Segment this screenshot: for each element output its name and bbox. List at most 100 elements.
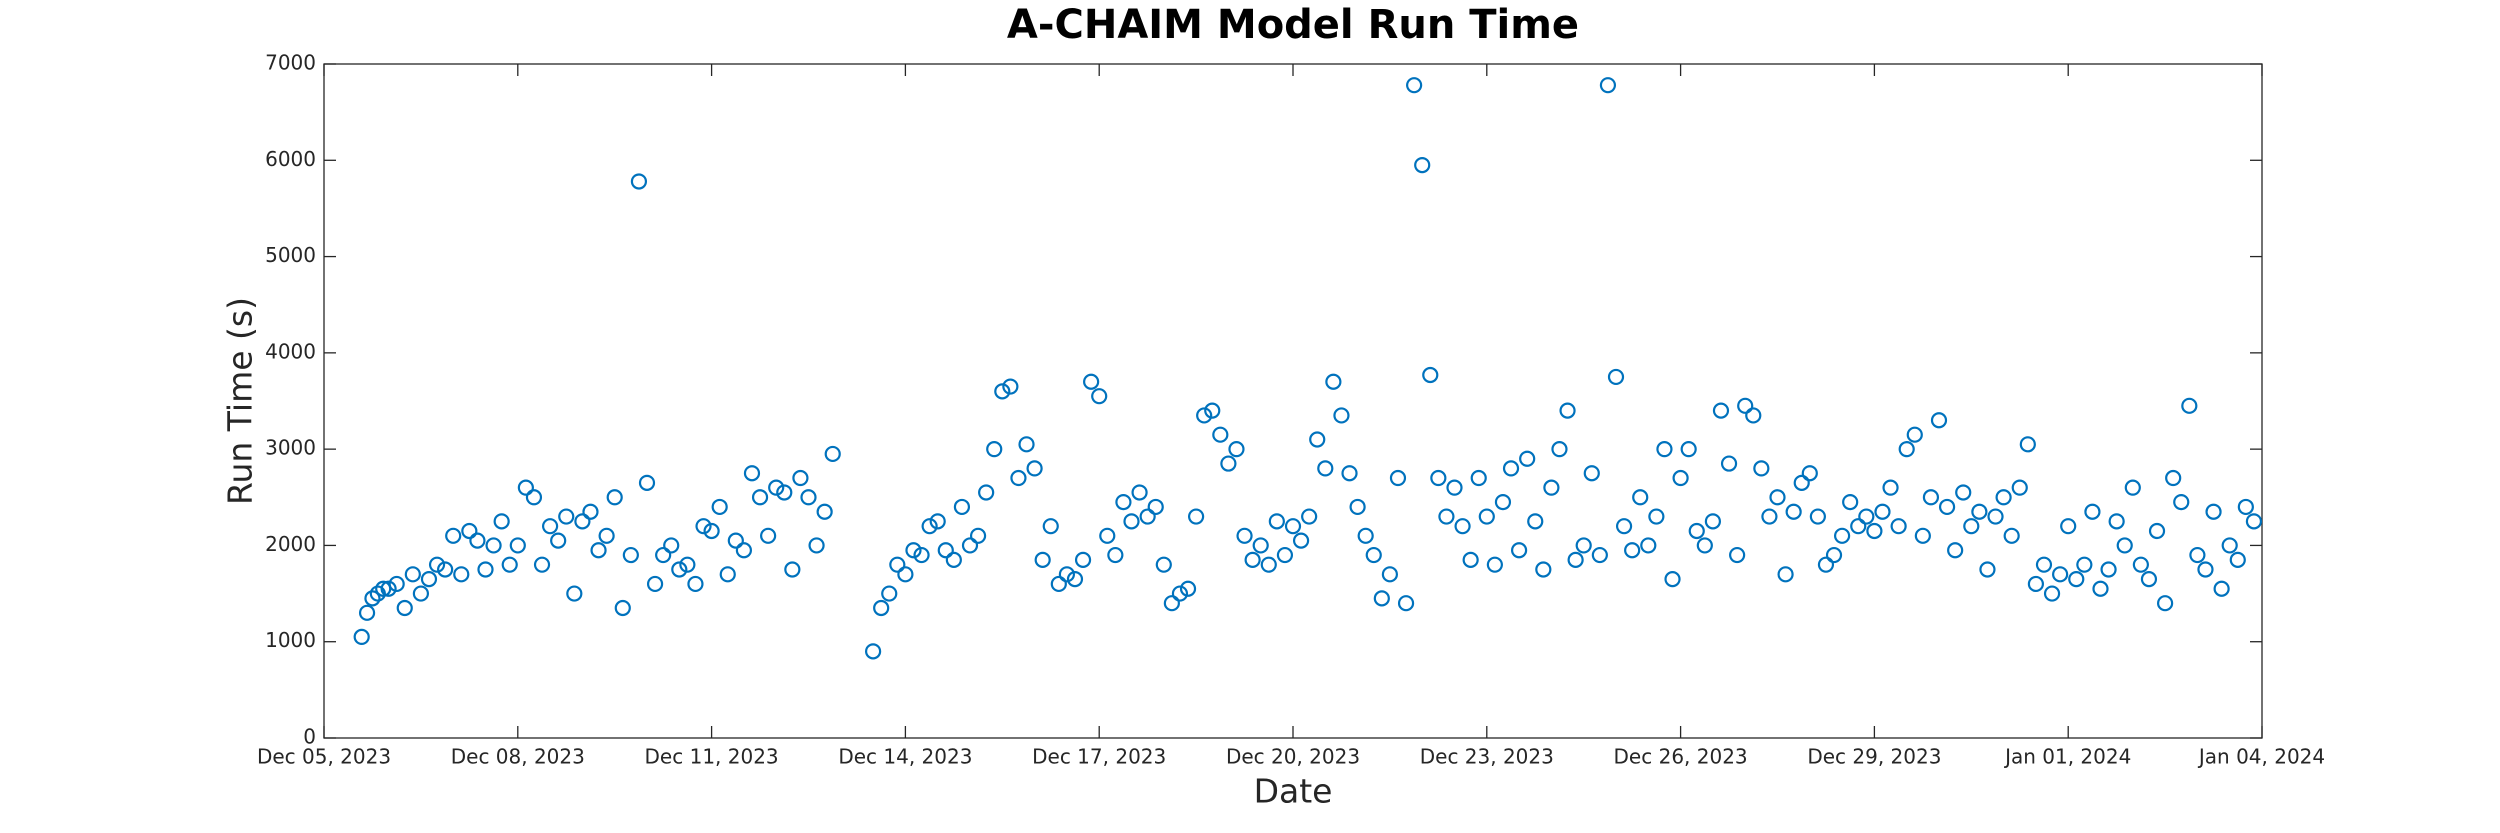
data-point <box>889 556 906 573</box>
data-point <box>525 489 543 506</box>
y-tick-label: 6000 <box>265 147 316 171</box>
data-point <box>1074 551 1092 568</box>
data-point <box>646 575 664 593</box>
data-point <box>1753 460 1770 477</box>
data-point <box>1575 537 1592 554</box>
data-point <box>2043 585 2061 602</box>
data-point <box>1502 460 1520 477</box>
data-point <box>1026 460 1043 477</box>
data-point <box>2157 595 2174 612</box>
data-point <box>1236 527 1253 544</box>
data-point <box>566 585 583 602</box>
data-point <box>1252 537 1269 554</box>
data-point <box>1034 551 1051 568</box>
y-tick-label: 0 <box>303 725 316 749</box>
data-point <box>2060 518 2077 535</box>
data-point <box>364 590 381 607</box>
data-point <box>1664 571 1681 588</box>
data-point <box>695 518 712 535</box>
data-point <box>1228 441 1245 458</box>
data-point <box>2140 571 2158 588</box>
data-point <box>913 546 930 564</box>
data-point <box>1196 407 1213 424</box>
data-point <box>396 599 413 617</box>
data-point <box>687 575 704 593</box>
data-point <box>1906 426 1923 443</box>
data-point <box>1244 551 1261 568</box>
data-point <box>1874 503 1891 520</box>
data-point <box>978 484 995 501</box>
data-point <box>655 546 672 564</box>
data-point <box>1099 527 1116 544</box>
data-point <box>703 522 720 540</box>
data-point <box>1002 378 1019 395</box>
data-point <box>824 445 841 463</box>
data-point <box>1971 503 1988 520</box>
data-point <box>1809 508 1826 525</box>
data-point <box>1955 484 1972 501</box>
data-point <box>590 542 607 559</box>
y-axis-label: Run Time (s) <box>221 297 260 505</box>
data-point <box>1397 595 1415 612</box>
data-point <box>1115 494 1132 511</box>
data-point <box>638 474 656 491</box>
data-point <box>1018 436 1035 453</box>
data-point <box>1987 508 2004 525</box>
data-point <box>1123 513 1140 530</box>
data-point <box>517 479 534 496</box>
data-point <box>1882 479 1899 496</box>
data-point <box>550 532 567 549</box>
data-point <box>1688 522 1705 540</box>
data-point <box>1729 546 1746 564</box>
data-point <box>1268 513 1285 530</box>
data-point <box>1963 518 1980 535</box>
data-point <box>1817 556 1835 573</box>
data-point <box>1737 397 1754 414</box>
data-point <box>969 527 987 544</box>
x-tick-label: Dec 11, 2023 <box>645 745 779 769</box>
data-point <box>445 527 462 544</box>
data-point <box>1527 513 1544 530</box>
data-point <box>1567 551 1584 568</box>
data-point <box>1640 537 1657 554</box>
data-point <box>2132 556 2149 573</box>
data-point <box>1591 546 1608 564</box>
data-point <box>1995 489 2012 506</box>
data-point <box>2173 494 2190 511</box>
data-point <box>2084 503 2101 520</box>
data-point <box>1535 561 1552 578</box>
data-point <box>1712 402 1730 419</box>
data-point <box>1519 450 1536 467</box>
data-point <box>1446 479 1463 496</box>
data-point <box>461 522 478 540</box>
data-point <box>1551 441 1568 458</box>
data-point <box>800 489 817 506</box>
data-point <box>671 561 688 578</box>
x-tick-label: Jan 01, 2024 <box>2003 745 2131 769</box>
x-tick-label: Dec 23, 2023 <box>1420 745 1554 769</box>
data-point <box>792 469 809 487</box>
data-point <box>905 542 922 559</box>
data-point <box>1365 546 1382 564</box>
x-tick-label: Dec 20, 2023 <box>1226 745 1360 769</box>
data-point <box>353 628 370 646</box>
data-point <box>711 498 728 516</box>
data-point <box>1107 546 1124 564</box>
data-point <box>1494 494 1512 511</box>
data-point <box>2027 575 2045 593</box>
data-point <box>509 537 526 554</box>
data-point <box>1042 518 1059 535</box>
data-point <box>453 566 470 583</box>
data-point <box>2221 537 2238 554</box>
data-point <box>961 537 979 554</box>
data-point <box>1543 479 1560 496</box>
data-point <box>1430 469 1447 487</box>
data-point <box>776 484 793 501</box>
data-point <box>1066 571 1084 588</box>
data-point <box>1842 494 1859 511</box>
data-point <box>1276 546 1294 564</box>
data-point <box>1406 77 1423 94</box>
data-point <box>2092 580 2109 597</box>
data-point <box>598 527 615 544</box>
data-point <box>921 518 938 535</box>
